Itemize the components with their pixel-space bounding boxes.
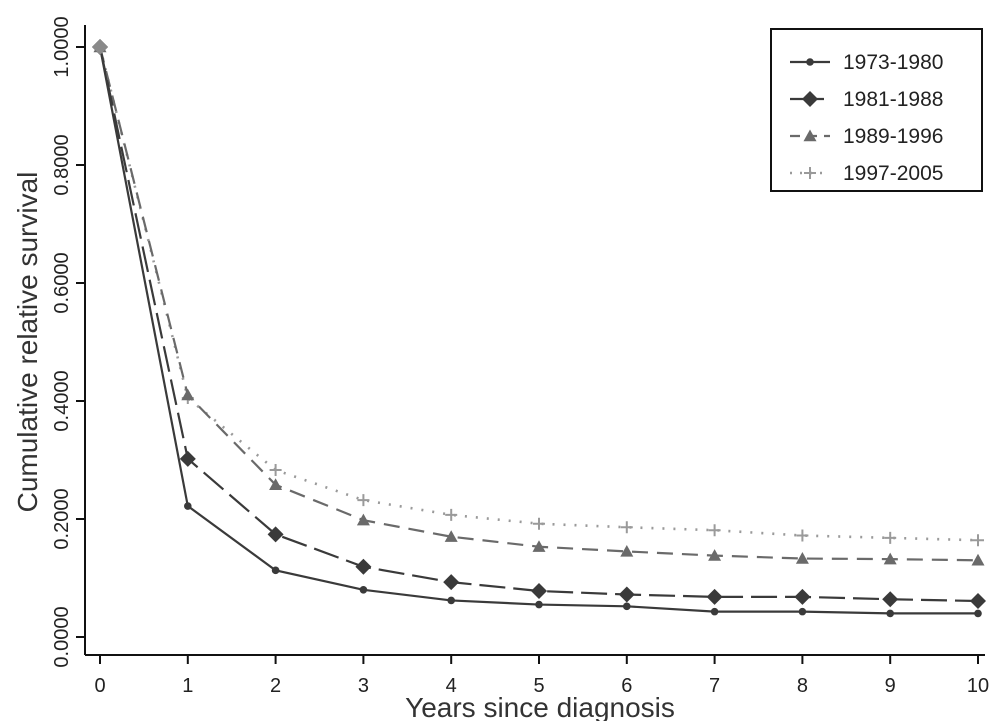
legend-marker: [802, 91, 818, 107]
y-tick-label: 1.0000: [51, 16, 73, 77]
data-point: [884, 531, 897, 544]
data-point: [618, 586, 635, 603]
x-tick-label: 6: [621, 675, 632, 697]
data-point: [181, 388, 195, 401]
legend-marker: [804, 167, 816, 179]
y-tick-label: 0.4000: [51, 370, 73, 431]
data-point: [445, 508, 458, 521]
data-point: [355, 558, 372, 575]
data-point: [447, 596, 456, 605]
series-layer: [92, 39, 986, 618]
data-point: [710, 607, 719, 616]
legend-label: 1989-1996: [843, 125, 943, 148]
data-point: [795, 552, 809, 564]
data-point: [970, 593, 986, 610]
data-point: [620, 544, 634, 557]
x-tick-label: 3: [358, 675, 369, 697]
x-tick-label: 0: [94, 675, 105, 697]
data-point: [269, 464, 282, 477]
series-1981-1988: [92, 39, 986, 610]
x-tick-label: 5: [533, 675, 544, 697]
y-tick-label: 0.8000: [51, 134, 73, 195]
data-point: [533, 517, 545, 530]
x-tick-label: 1: [182, 675, 193, 697]
legend-label: 1981-1988: [843, 88, 943, 111]
legend: 1973-1980 1981-1988 1989-1996 1997-2005: [770, 28, 983, 192]
axes: 0 1 2 3 4 5 6 7 8 9 10 0.0000 0.2000 0.4000 0.6000 0.80…: [51, 16, 989, 697]
data-point: [623, 602, 631, 611]
x-tick-label: 4: [446, 675, 457, 697]
data-point: [443, 574, 460, 591]
data-point: [184, 502, 192, 510]
data-point: [531, 582, 547, 599]
data-point: [796, 529, 809, 542]
data-point: [620, 521, 633, 534]
data-point: [532, 540, 546, 552]
data-point: [794, 588, 811, 605]
start-point: [92, 39, 108, 55]
data-point: [359, 586, 368, 594]
x-tick-label: 7: [709, 675, 720, 697]
series-1973-1980: [96, 43, 982, 618]
data-point: [886, 609, 894, 618]
y-tick-label: 0.6000: [51, 252, 73, 313]
x-tick-label: 2: [270, 675, 281, 697]
data-point: [708, 524, 721, 537]
x-axis-title: Years since diagnosis: [405, 692, 675, 721]
y-tick-label: 0.2000: [51, 488, 73, 549]
y-axis-title: Cumulative relative survival: [12, 172, 43, 513]
data-point: [269, 478, 283, 490]
x-tick-label: 9: [885, 675, 896, 697]
data-point: [883, 552, 897, 565]
data-point: [798, 607, 807, 616]
data-point: [706, 588, 723, 605]
data-point: [972, 534, 984, 547]
data-point: [708, 549, 722, 561]
legend-box: [770, 28, 983, 192]
x-tick-label: 10: [967, 675, 989, 697]
series-1997-2005: [94, 41, 984, 547]
data-point: [974, 609, 982, 618]
x-tick-label: 8: [797, 675, 808, 697]
y-tick-label: 0.0000: [51, 606, 73, 667]
data-point: [356, 513, 370, 526]
data-point: [535, 600, 543, 609]
series-1989-1996: [93, 40, 985, 566]
data-point: [267, 526, 284, 543]
data-point: [444, 530, 458, 542]
data-point: [882, 591, 899, 608]
legend-label: 1973-1980: [843, 51, 943, 74]
legend-marker: [803, 129, 817, 142]
data-point: [271, 566, 280, 575]
data-point: [357, 494, 370, 507]
data-point: [971, 553, 985, 566]
legend-marker: [806, 58, 814, 66]
legend-label: 1997-2005: [843, 162, 943, 185]
data-point: [179, 450, 196, 467]
